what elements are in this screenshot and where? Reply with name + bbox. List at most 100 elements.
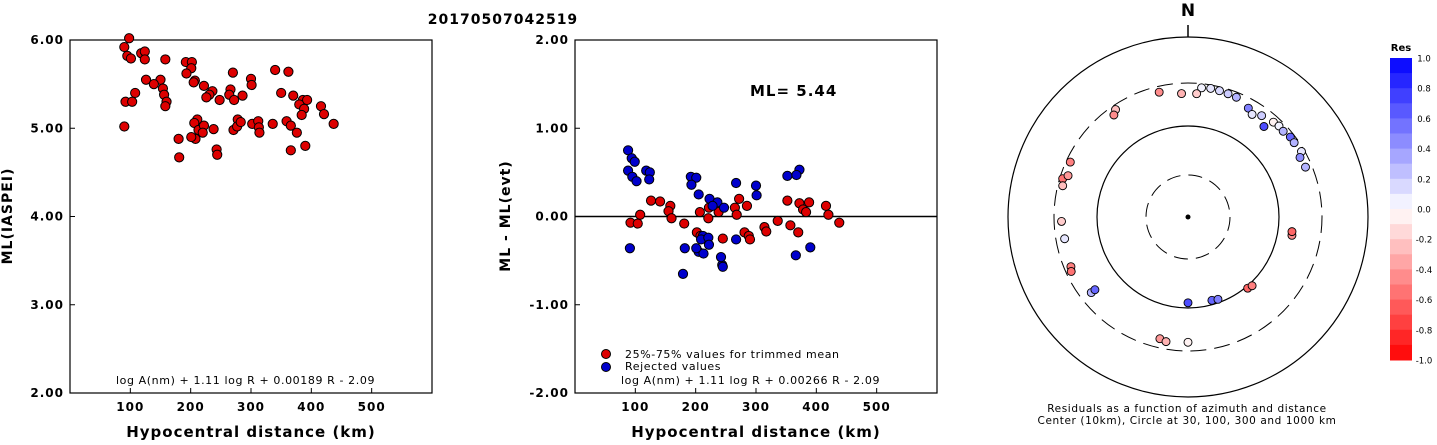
panel2-ytick-label: 1.00 <box>535 121 569 135</box>
polar-point <box>1154 87 1164 97</box>
polar-point <box>1257 111 1267 121</box>
polar-point <box>1247 281 1257 291</box>
panel2-point <box>782 195 793 206</box>
panel1-point <box>214 94 225 106</box>
colorbar-cell <box>1390 239 1412 255</box>
polar-point <box>1183 298 1193 308</box>
colorbar-cell <box>1390 314 1412 331</box>
colorbar-cell <box>1390 299 1412 316</box>
polar-point <box>1247 109 1257 119</box>
colorbar-cell <box>1390 344 1412 361</box>
panel1-point <box>296 109 307 121</box>
colorbar-cell <box>1390 224 1412 240</box>
polar-point <box>1259 122 1269 131</box>
panel2-xtick-label: 200 <box>682 400 710 414</box>
polar-caption-line2: Center (10km), Circle at 30, 100, 300 an… <box>1038 415 1337 427</box>
panel1-point <box>119 121 130 132</box>
ring-30km <box>1145 174 1231 260</box>
polar-point <box>1183 337 1193 347</box>
polar-point <box>1278 126 1288 136</box>
polar-point <box>1057 216 1066 226</box>
panel2-point <box>679 243 690 254</box>
panel2-point <box>715 251 727 263</box>
panel1-point <box>201 92 212 103</box>
panel1-point <box>235 116 246 128</box>
colorbar-cell <box>1390 88 1412 104</box>
polar-point <box>1197 83 1207 93</box>
panel2-xtick-label: 300 <box>742 400 770 414</box>
ring-100km <box>1096 125 1280 309</box>
panel2-point <box>734 193 745 204</box>
ring-outer <box>1007 36 1369 398</box>
panel2-point <box>782 170 793 182</box>
panel1-ytick-label: 4.00 <box>30 210 64 224</box>
panel1-ytick-label: 2.00 <box>30 386 64 400</box>
panel1-xtick-label: 100 <box>116 400 144 414</box>
panel2-point <box>785 220 796 231</box>
panel2-point <box>790 250 801 261</box>
panel1-point <box>291 127 302 138</box>
panel2-point <box>791 169 802 181</box>
panel1-xtick-label: 300 <box>237 400 265 414</box>
panel1-xtick-label: 500 <box>358 400 386 414</box>
panel2-point <box>730 234 742 245</box>
colorbar-tick-label: 1.0 <box>1417 55 1431 65</box>
colorbar-tick-label: -0.8 <box>1416 326 1433 336</box>
panel1-point <box>288 90 299 101</box>
colorbar-tick-label: -0.6 <box>1416 296 1433 306</box>
panel2-xtick-label: 500 <box>863 400 891 414</box>
legend-marker-trimmed <box>601 349 611 359</box>
colorbar-cells <box>1390 58 1412 361</box>
north-label: N <box>1181 1 1195 21</box>
panel2-formula: log A(nm) + 1.11 log R + 0.00266 R - 2.0… <box>621 374 880 387</box>
panel2-xlabel: Hypocentral distance (km) <box>631 423 881 441</box>
panel1-point <box>285 120 296 131</box>
panel1-point <box>270 64 281 76</box>
polar-point <box>1066 267 1076 276</box>
legend-label-rejected: Rejected values <box>625 360 721 373</box>
colorbar-cell <box>1390 103 1412 119</box>
polar-point <box>1109 110 1119 120</box>
colorbar-cell <box>1390 269 1412 285</box>
polar-point <box>1063 171 1073 181</box>
panel1-xtick-label: 400 <box>297 400 325 414</box>
panel1-point <box>237 90 248 101</box>
panel1-point <box>130 87 141 99</box>
panel2-ytick-label: -1.00 <box>529 298 569 312</box>
panel2-ticks: 100 200 300 400 500 -2.00 -1.00 0.00 1.00 2.00 <box>529 33 891 414</box>
polar-point <box>1058 181 1068 191</box>
panel2-points <box>622 145 845 279</box>
panel2-point <box>751 190 762 201</box>
panel2-point <box>686 179 697 190</box>
panel2-xtick-label: 100 <box>621 400 649 414</box>
panel1-ylabel: ML(IASPEI) <box>0 168 16 265</box>
panel2-point <box>820 200 832 212</box>
panel2-point <box>691 172 702 183</box>
panel1-point <box>125 53 137 64</box>
panel2-point <box>717 261 728 272</box>
polar-center <box>1185 214 1191 220</box>
panel-ml-iaspei: 100 200 300 400 500 2.00 3.00 4.00 5.00 6.00 ML(I… <box>0 33 433 441</box>
colorbar-ticks: 1.0 0.8 0.6 0.4 0.2 0.0 -0.2 -0.4 -0.6 -0.8 -1.0 <box>1416 55 1433 367</box>
panel2-point <box>741 200 753 212</box>
panel2-point <box>694 206 705 218</box>
panel2-point <box>834 217 845 228</box>
panel2-point <box>823 209 834 220</box>
panel1-point <box>276 87 287 99</box>
polar-point <box>1287 227 1297 237</box>
panel2-point <box>645 195 657 206</box>
panel1-point <box>246 79 257 91</box>
panel2-point <box>698 248 709 259</box>
polar-point <box>1289 138 1299 148</box>
colorbar-tick-label: 0.4 <box>1417 145 1431 155</box>
panel1-point <box>227 67 238 78</box>
panel2-point <box>744 234 756 245</box>
panel1-points <box>119 33 339 163</box>
colorbar-cell <box>1390 58 1412 74</box>
colorbar-cell <box>1390 209 1412 225</box>
colorbar-cell <box>1390 193 1412 210</box>
panel1-point <box>229 94 240 106</box>
panel1-point <box>173 133 184 144</box>
panel2-ytick-label: -2.00 <box>529 386 569 400</box>
colorbar-tick-label: 0.8 <box>1417 85 1431 95</box>
